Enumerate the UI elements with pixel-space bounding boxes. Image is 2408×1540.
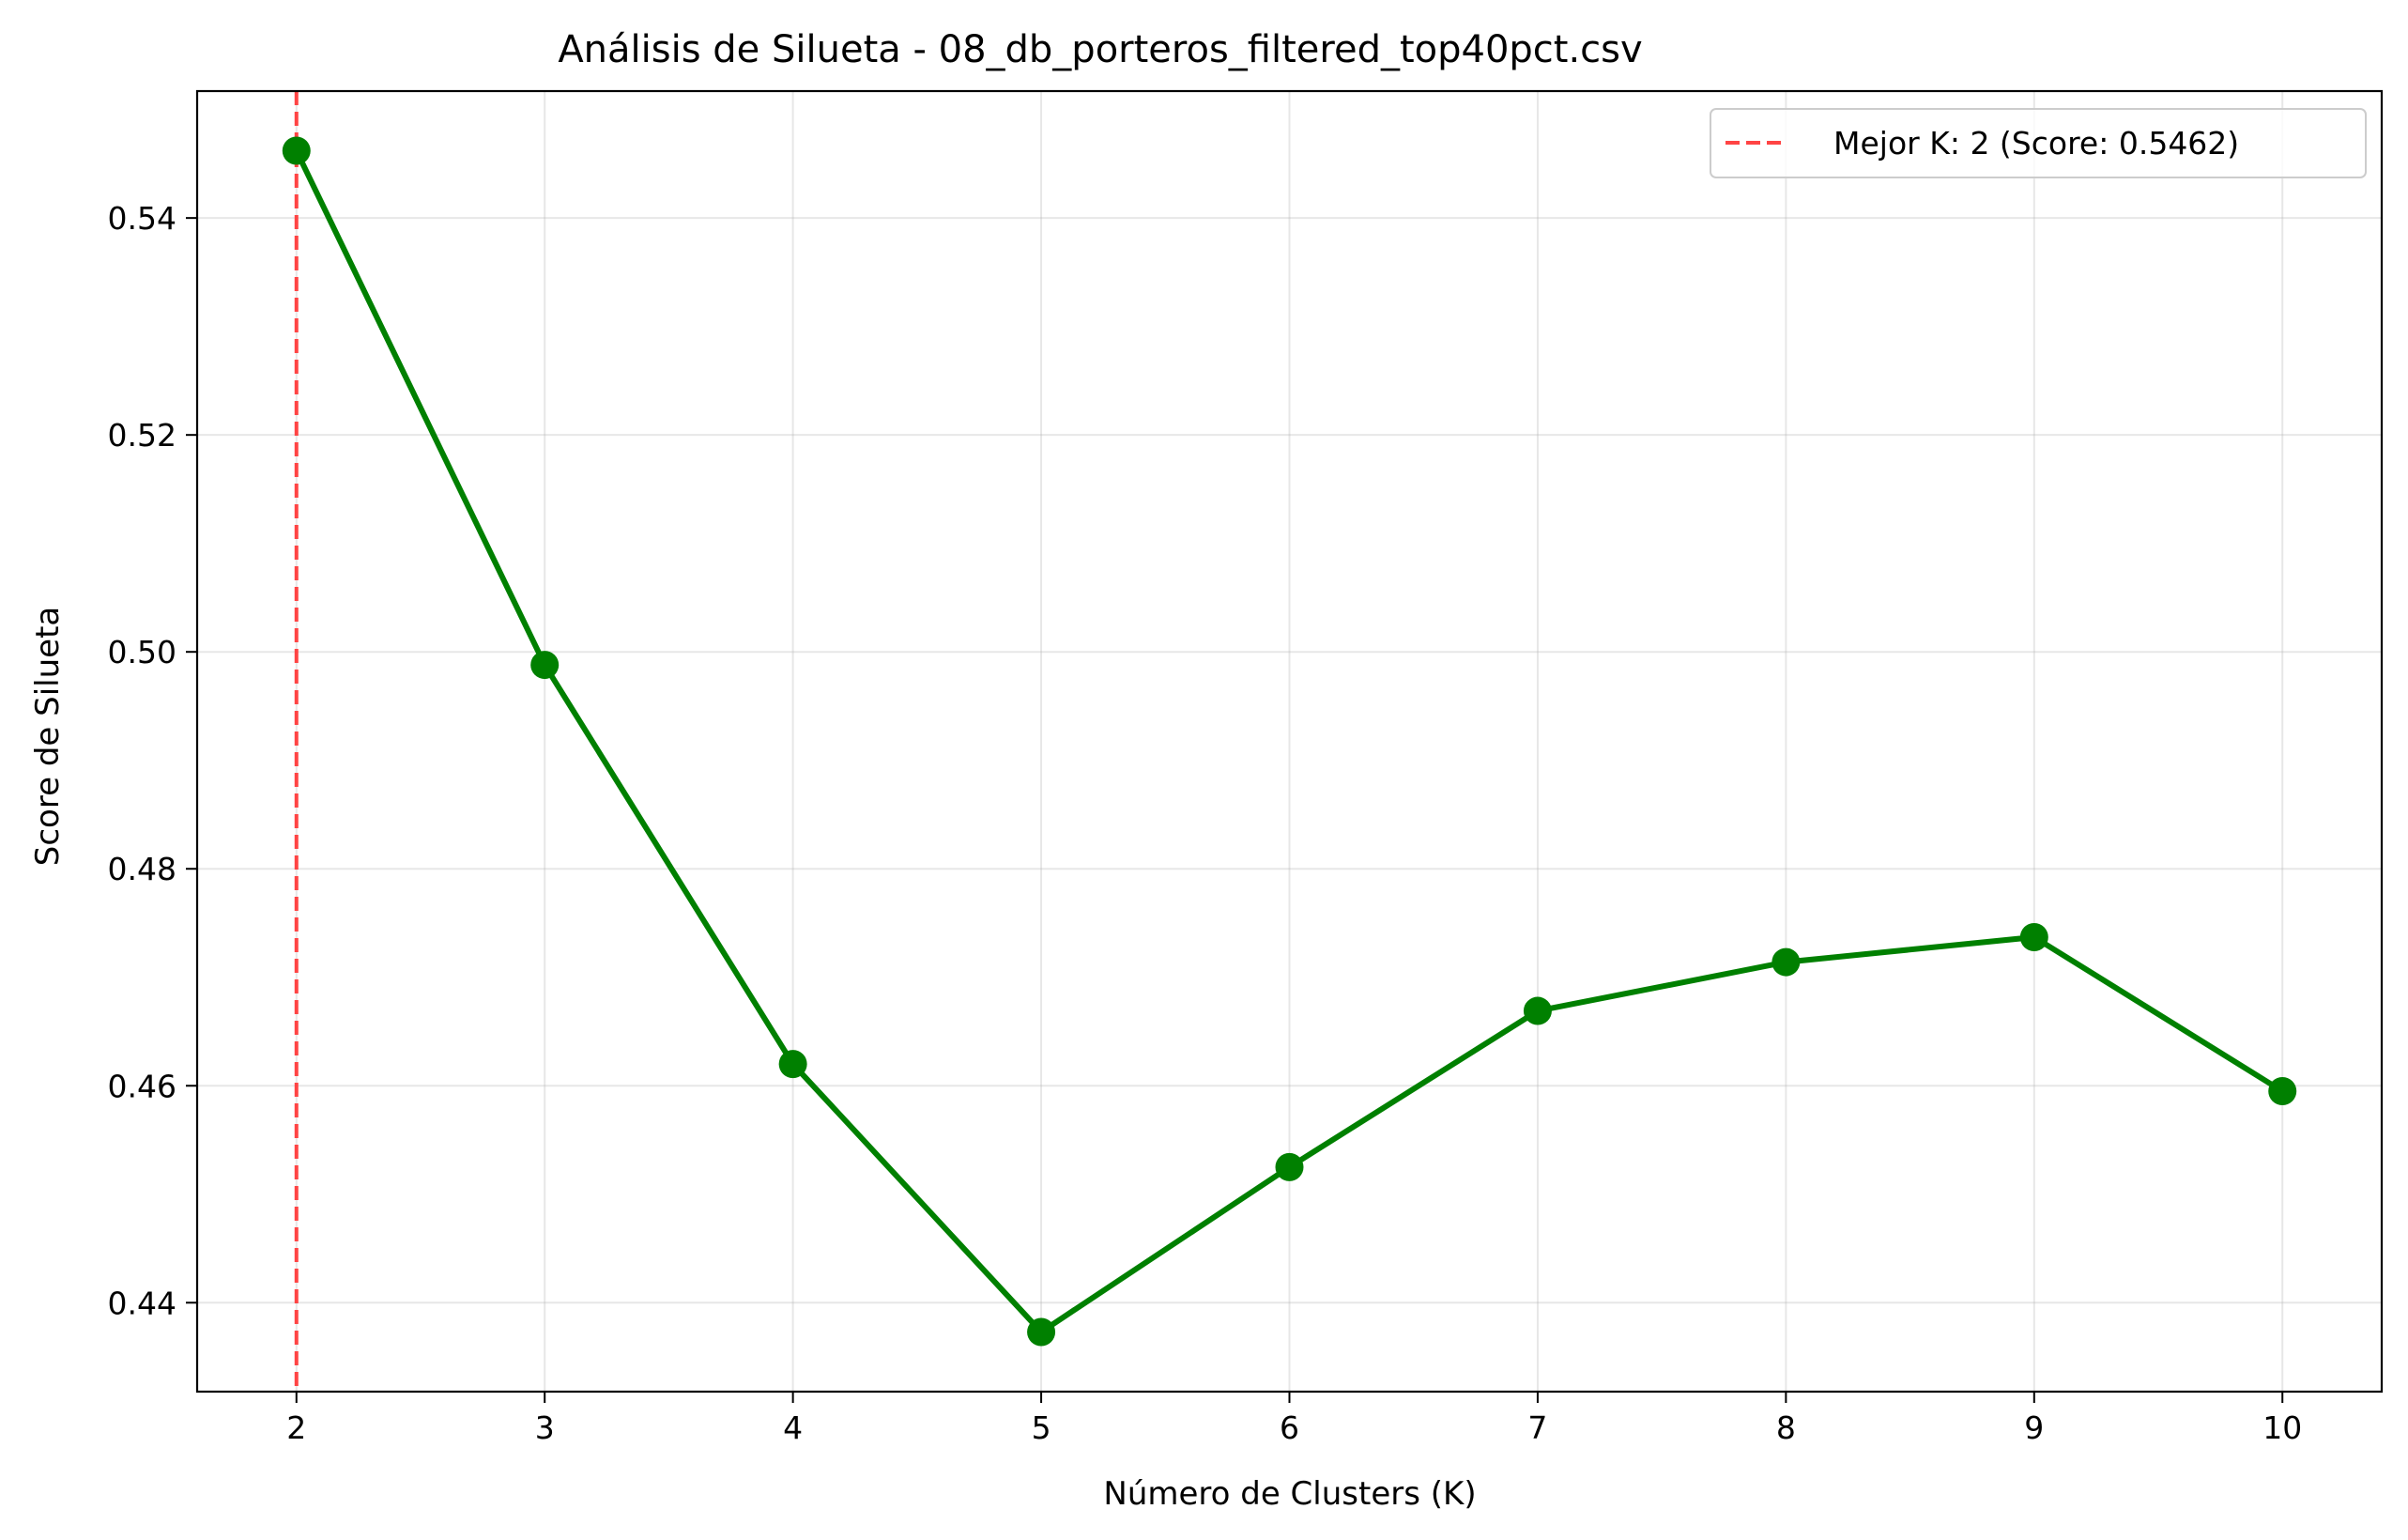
x-tick-label: 4	[783, 1409, 803, 1446]
x-ticks: 2 3 4 5 6 7 8 9 10	[286, 1392, 2302, 1446]
data-point	[2268, 1077, 2297, 1106]
grid	[197, 91, 2382, 1392]
data-point	[778, 1050, 807, 1079]
y-tick-label: 0.50	[108, 634, 176, 670]
data-point	[1275, 1152, 1304, 1181]
x-tick-label: 9	[2024, 1409, 2044, 1446]
data-point	[530, 651, 560, 680]
data-point	[2019, 923, 2048, 952]
data-point	[282, 136, 311, 165]
x-tick-label: 7	[1527, 1409, 1547, 1446]
y-tick-label: 0.52	[108, 417, 176, 454]
x-tick-label: 5	[1032, 1409, 1051, 1446]
x-tick-label: 3	[535, 1409, 555, 1446]
y-tick-label: 0.48	[108, 851, 176, 887]
legend-label: Mejor K: 2 (Score: 0.5462)	[1833, 125, 2239, 162]
x-tick-label: 2	[286, 1409, 306, 1446]
legend: Mejor K: 2 (Score: 0.5462)	[1710, 108, 2367, 178]
y-tick-label: 0.44	[108, 1285, 176, 1321]
x-tick-label: 10	[2262, 1409, 2302, 1446]
x-tick-label: 8	[1776, 1409, 1796, 1446]
data-point	[1027, 1317, 1056, 1347]
x-tick-label: 6	[1280, 1409, 1299, 1446]
data-point	[1771, 947, 1801, 977]
y-axis-label: Score de Silueta	[29, 607, 67, 866]
y-tick-label: 0.46	[108, 1068, 176, 1104]
data-point	[1523, 996, 1552, 1025]
legend-box	[1710, 108, 2367, 178]
chart-title: Análisis de Silueta - 08_db_porteros_fil…	[558, 28, 1642, 71]
y-ticks: 0.44 0.46 0.48 0.50 0.52 0.54	[108, 200, 197, 1321]
series-layer	[282, 136, 2297, 1347]
y-tick-label: 0.54	[108, 200, 176, 237]
x-axis-label: Número de Clusters (K)	[1103, 1475, 1476, 1513]
